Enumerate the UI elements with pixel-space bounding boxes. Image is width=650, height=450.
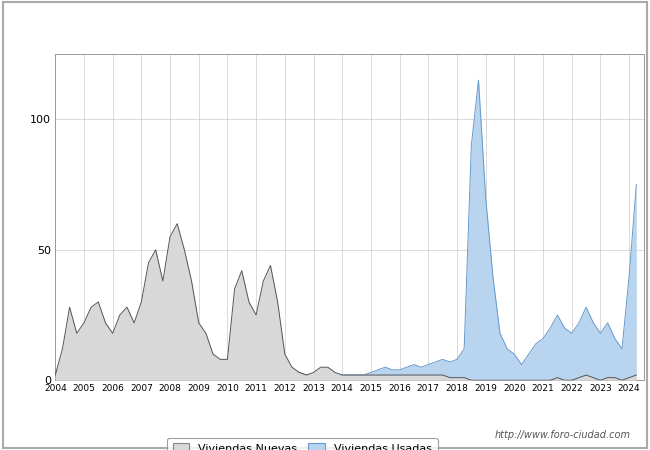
Text: Las Ventas de Retamosa - Evolucion del Nº de Transacciones Inmobiliarias: Las Ventas de Retamosa - Evolucion del N… (53, 18, 597, 33)
Text: http://www.foro-ciudad.com: http://www.foro-ciudad.com (495, 430, 630, 440)
Legend: Viviendas Nuevas, Viviendas Usadas: Viviendas Nuevas, Viviendas Usadas (167, 438, 437, 450)
